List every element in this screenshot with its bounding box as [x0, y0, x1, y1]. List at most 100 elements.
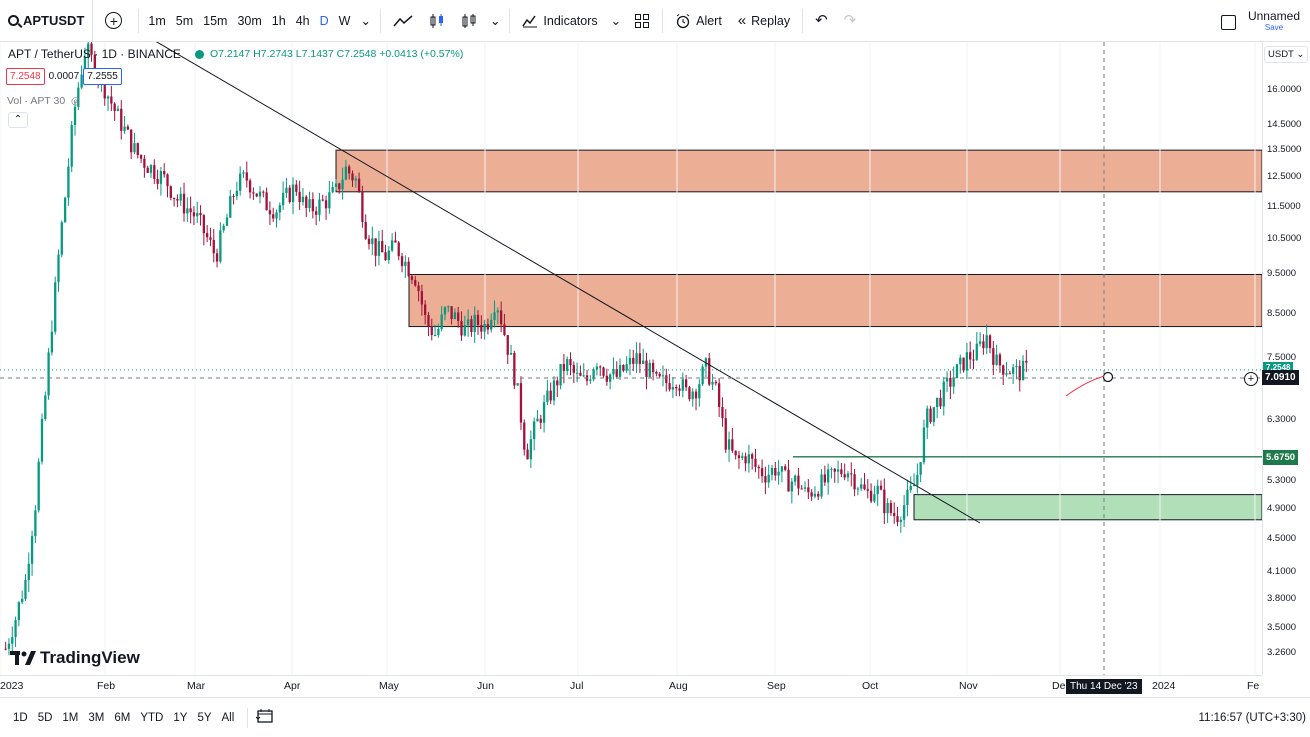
candle: [661, 365, 665, 387]
candle: [998, 352, 1002, 373]
layout-grid-icon[interactable]: [626, 13, 658, 29]
candle: [490, 313, 493, 333]
timezone-clock[interactable]: 11:16:57 (UTC+3:30): [1198, 711, 1307, 724]
candle: [559, 363, 562, 390]
alarm-clock-icon: [676, 13, 690, 28]
candle: [595, 363, 599, 376]
fullscreen-checkbox[interactable]: [1220, 15, 1236, 30]
candle: [189, 196, 192, 224]
candle: [929, 405, 932, 424]
price-chart[interactable]: [0, 42, 1262, 675]
timeframe-4h[interactable]: 4h: [295, 13, 310, 28]
timeframe-dropdown-icon[interactable]: ⌄: [360, 14, 371, 28]
candle: [546, 379, 549, 405]
range-all[interactable]: All: [221, 711, 235, 724]
tradingview-logo[interactable]: TradingView: [10, 648, 140, 668]
candle: [341, 167, 344, 200]
indicators-dropdown-icon[interactable]: ⌄: [610, 14, 622, 28]
candle: [285, 177, 288, 199]
candle: [843, 463, 846, 481]
candle: [374, 238, 377, 267]
candle: [14, 616, 17, 647]
candle: [506, 334, 509, 365]
candle: [424, 300, 427, 325]
timeframe-d[interactable]: D: [319, 13, 329, 28]
candle: [632, 349, 635, 372]
chart-type-bars-icon[interactable]: [453, 13, 485, 29]
price-tick-label: 4.1000: [1267, 565, 1297, 577]
compare-symbol-icon[interactable]: +: [105, 12, 123, 29]
replay-button[interactable]: « Replay: [730, 13, 798, 28]
search-icon: [8, 15, 19, 26]
candle: [54, 276, 57, 335]
indicators-button[interactable]: Indicators: [514, 14, 605, 28]
candle: [222, 223, 225, 233]
buy-price-box[interactable]: 7.2555: [83, 68, 122, 85]
timeframe-w[interactable]: W: [338, 13, 351, 28]
candle: [734, 450, 737, 460]
candle: [549, 382, 552, 405]
range-1y[interactable]: 1Y: [173, 711, 188, 724]
divider: [802, 8, 804, 33]
time-tick-label: Apr: [284, 680, 301, 692]
price-tick-label: 6.3000: [1267, 413, 1297, 425]
candle: [936, 397, 939, 419]
symbol-search[interactable]: APTUSDT: [0, 0, 94, 41]
range-1m[interactable]: 1M: [62, 711, 79, 724]
chart-legend: APT / TetherUS · 1D · BINANCE O7.2147 H7…: [8, 47, 463, 61]
range-5y[interactable]: 5Y: [197, 711, 212, 724]
candle: [727, 431, 731, 462]
candle: [519, 376, 523, 431]
time-axis[interactable]: [0, 675, 1262, 697]
candle: [807, 479, 810, 500]
timeframe-5m[interactable]: 5m: [175, 13, 194, 28]
hide-eye-icon[interactable]: ◎: [68, 95, 81, 107]
alert-button[interactable]: Alert: [667, 13, 730, 29]
range-6m[interactable]: 6M: [114, 711, 131, 724]
date-range-calendar-icon[interactable]: [255, 708, 274, 727]
range-5d[interactable]: 5D: [37, 711, 53, 724]
timeframe-1m[interactable]: 1m: [148, 13, 166, 28]
candle: [962, 357, 965, 373]
redo-icon[interactable]: ↷: [843, 12, 857, 29]
candle: [60, 220, 63, 258]
downtrend-line: [155, 42, 981, 524]
candle: [215, 248, 219, 268]
timeframe-1h[interactable]: 1h: [271, 13, 286, 28]
price-axis[interactable]: [1262, 42, 1310, 675]
candle: [813, 486, 817, 499]
candle: [182, 182, 186, 222]
candle: [354, 175, 357, 188]
add-alert-plus-icon[interactable]: +: [1244, 372, 1258, 386]
layout-name-button[interactable]: Unnamed Save: [1248, 10, 1300, 34]
candle: [291, 177, 295, 215]
candle: [407, 257, 410, 278]
currency-selector[interactable]: USDT ⌄: [1264, 46, 1309, 63]
candle: [790, 478, 793, 504]
candle: [724, 409, 727, 454]
candle: [579, 365, 582, 377]
range-1d[interactable]: 1D: [13, 711, 28, 724]
candle: [473, 306, 476, 343]
save-label[interactable]: Save: [1264, 23, 1284, 32]
timeframe-30m[interactable]: 30m: [237, 13, 262, 28]
volume-indicator-label[interactable]: Vol · APT 30 ◎: [7, 95, 80, 107]
legend-symbol-title[interactable]: APT / TetherUS · 1D · BINANCE: [8, 47, 181, 61]
chart-type-line-icon[interactable]: [385, 14, 421, 28]
sell-price-box[interactable]: 7.2548: [6, 68, 45, 85]
chart-type-candles-icon[interactable]: [421, 13, 453, 29]
timeframe-15m[interactable]: 15m: [203, 13, 228, 28]
range-ytd[interactable]: YTD: [140, 711, 164, 724]
undo-icon[interactable]: ↶: [815, 12, 828, 29]
candle: [985, 324, 988, 354]
collapse-legend-icon[interactable]: ⌃: [8, 112, 28, 128]
range-3m[interactable]: 3M: [88, 711, 105, 724]
candle: [533, 417, 536, 451]
candle: [523, 419, 526, 456]
candle: [186, 197, 189, 222]
chart-type-dropdown-icon[interactable]: ⌄: [489, 14, 501, 28]
candle: [460, 311, 463, 341]
candle: [159, 166, 163, 196]
candle: [797, 468, 800, 496]
candle: [701, 364, 704, 387]
